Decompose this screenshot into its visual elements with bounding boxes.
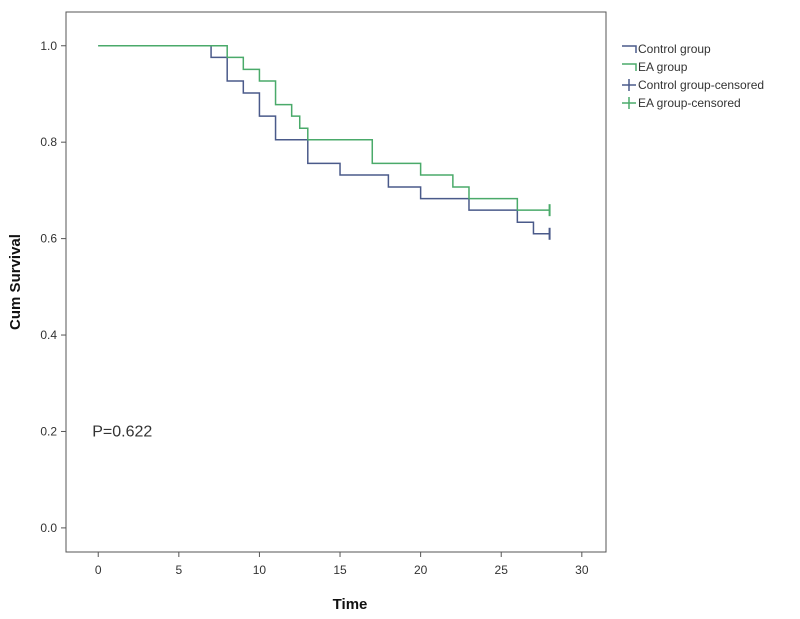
legend-label: EA group-censored (638, 96, 741, 110)
y-axis: 0.0 0.2 0.4 0.6 0.8 1.0 (40, 39, 66, 535)
y-tick-label: 0.4 (40, 328, 57, 342)
x-axis-title: Time (333, 596, 368, 613)
x-tick-label: 20 (414, 563, 428, 577)
x-axis: 0 5 10 15 20 25 30 (95, 552, 589, 577)
plot-frame (65, 11, 607, 553)
legend: Control group EA group Control group-censo… (622, 42, 764, 110)
series-layer (98, 45, 551, 240)
x-tick-label: 10 (253, 563, 267, 577)
series-line-ea (98, 45, 550, 211)
y-tick-label: 0.2 (40, 424, 57, 438)
p-value-annotation: P=0.622 (92, 423, 152, 440)
y-axis-title: Cum Survival (7, 234, 24, 330)
legend-swatch (622, 63, 637, 71)
legend-label: Control group-censored (638, 78, 764, 92)
y-tick-label: 0.0 (40, 521, 57, 535)
legend-swatch (622, 45, 637, 53)
series-line-control (98, 45, 550, 235)
x-tick-label: 15 (333, 563, 347, 577)
y-tick-label: 1.0 (40, 39, 57, 53)
legend-label: EA group (638, 60, 688, 74)
y-tick-label: 0.8 (40, 135, 57, 149)
x-tick-label: 5 (175, 563, 182, 577)
y-tick-label: 0.6 (40, 232, 57, 246)
x-tick-label: 25 (495, 563, 509, 577)
x-tick-label: 30 (575, 563, 589, 577)
legend-label: Control group (638, 42, 711, 56)
x-tick-label: 0 (95, 563, 102, 577)
